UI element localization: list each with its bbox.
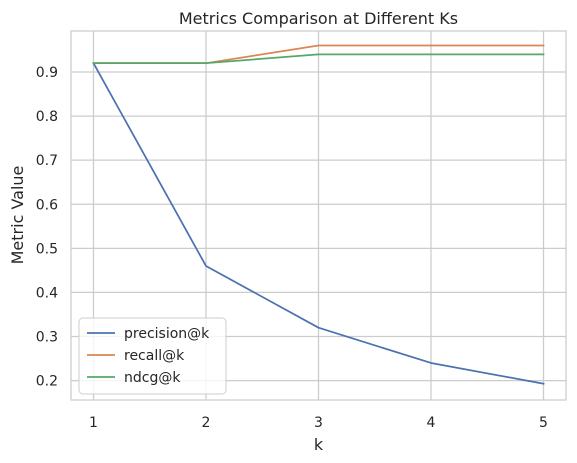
- plot-frame: [70, 30, 567, 401]
- series-layer: [92, 44, 545, 385]
- y-tick-label: 0.5: [36, 241, 58, 257]
- y-tick-label: 0.9: [36, 65, 58, 81]
- series-line-ndcg-at-k: [92, 53, 545, 65]
- y-tick-label: 0.8: [36, 109, 58, 125]
- tick-labels: 1 2 3 4 5 0.2 0.3 0.4 0.5 0.6 0.7 0.8 0.9: [36, 65, 548, 431]
- y-axis-title: Metric Value: [8, 166, 27, 265]
- y-tick-label: 0.6: [36, 197, 58, 213]
- legend-label: recall@k: [124, 348, 185, 364]
- legend: precision@k recall@k ndcg@k: [78, 317, 227, 395]
- y-tick-label: 0.3: [36, 330, 58, 346]
- x-axis-title: k: [314, 435, 324, 454]
- y-tick-label: 0.2: [36, 374, 58, 390]
- y-tick-label: 0.4: [36, 285, 58, 301]
- x-tick-label: 4: [427, 415, 436, 431]
- legend-box: [78, 317, 227, 395]
- series-line-precision-at-k: [92, 61, 545, 385]
- x-tick-label: 3: [314, 415, 323, 431]
- legend-label: precision@k: [124, 326, 210, 342]
- chart-title: Metrics Comparison at Different Ks: [179, 9, 458, 28]
- legend-label: ndcg@k: [124, 370, 181, 386]
- x-tick-label: 1: [89, 415, 98, 431]
- x-tick-label: 2: [202, 415, 211, 431]
- y-tick-label: 0.7: [36, 153, 58, 169]
- x-tick-label: 5: [539, 415, 548, 431]
